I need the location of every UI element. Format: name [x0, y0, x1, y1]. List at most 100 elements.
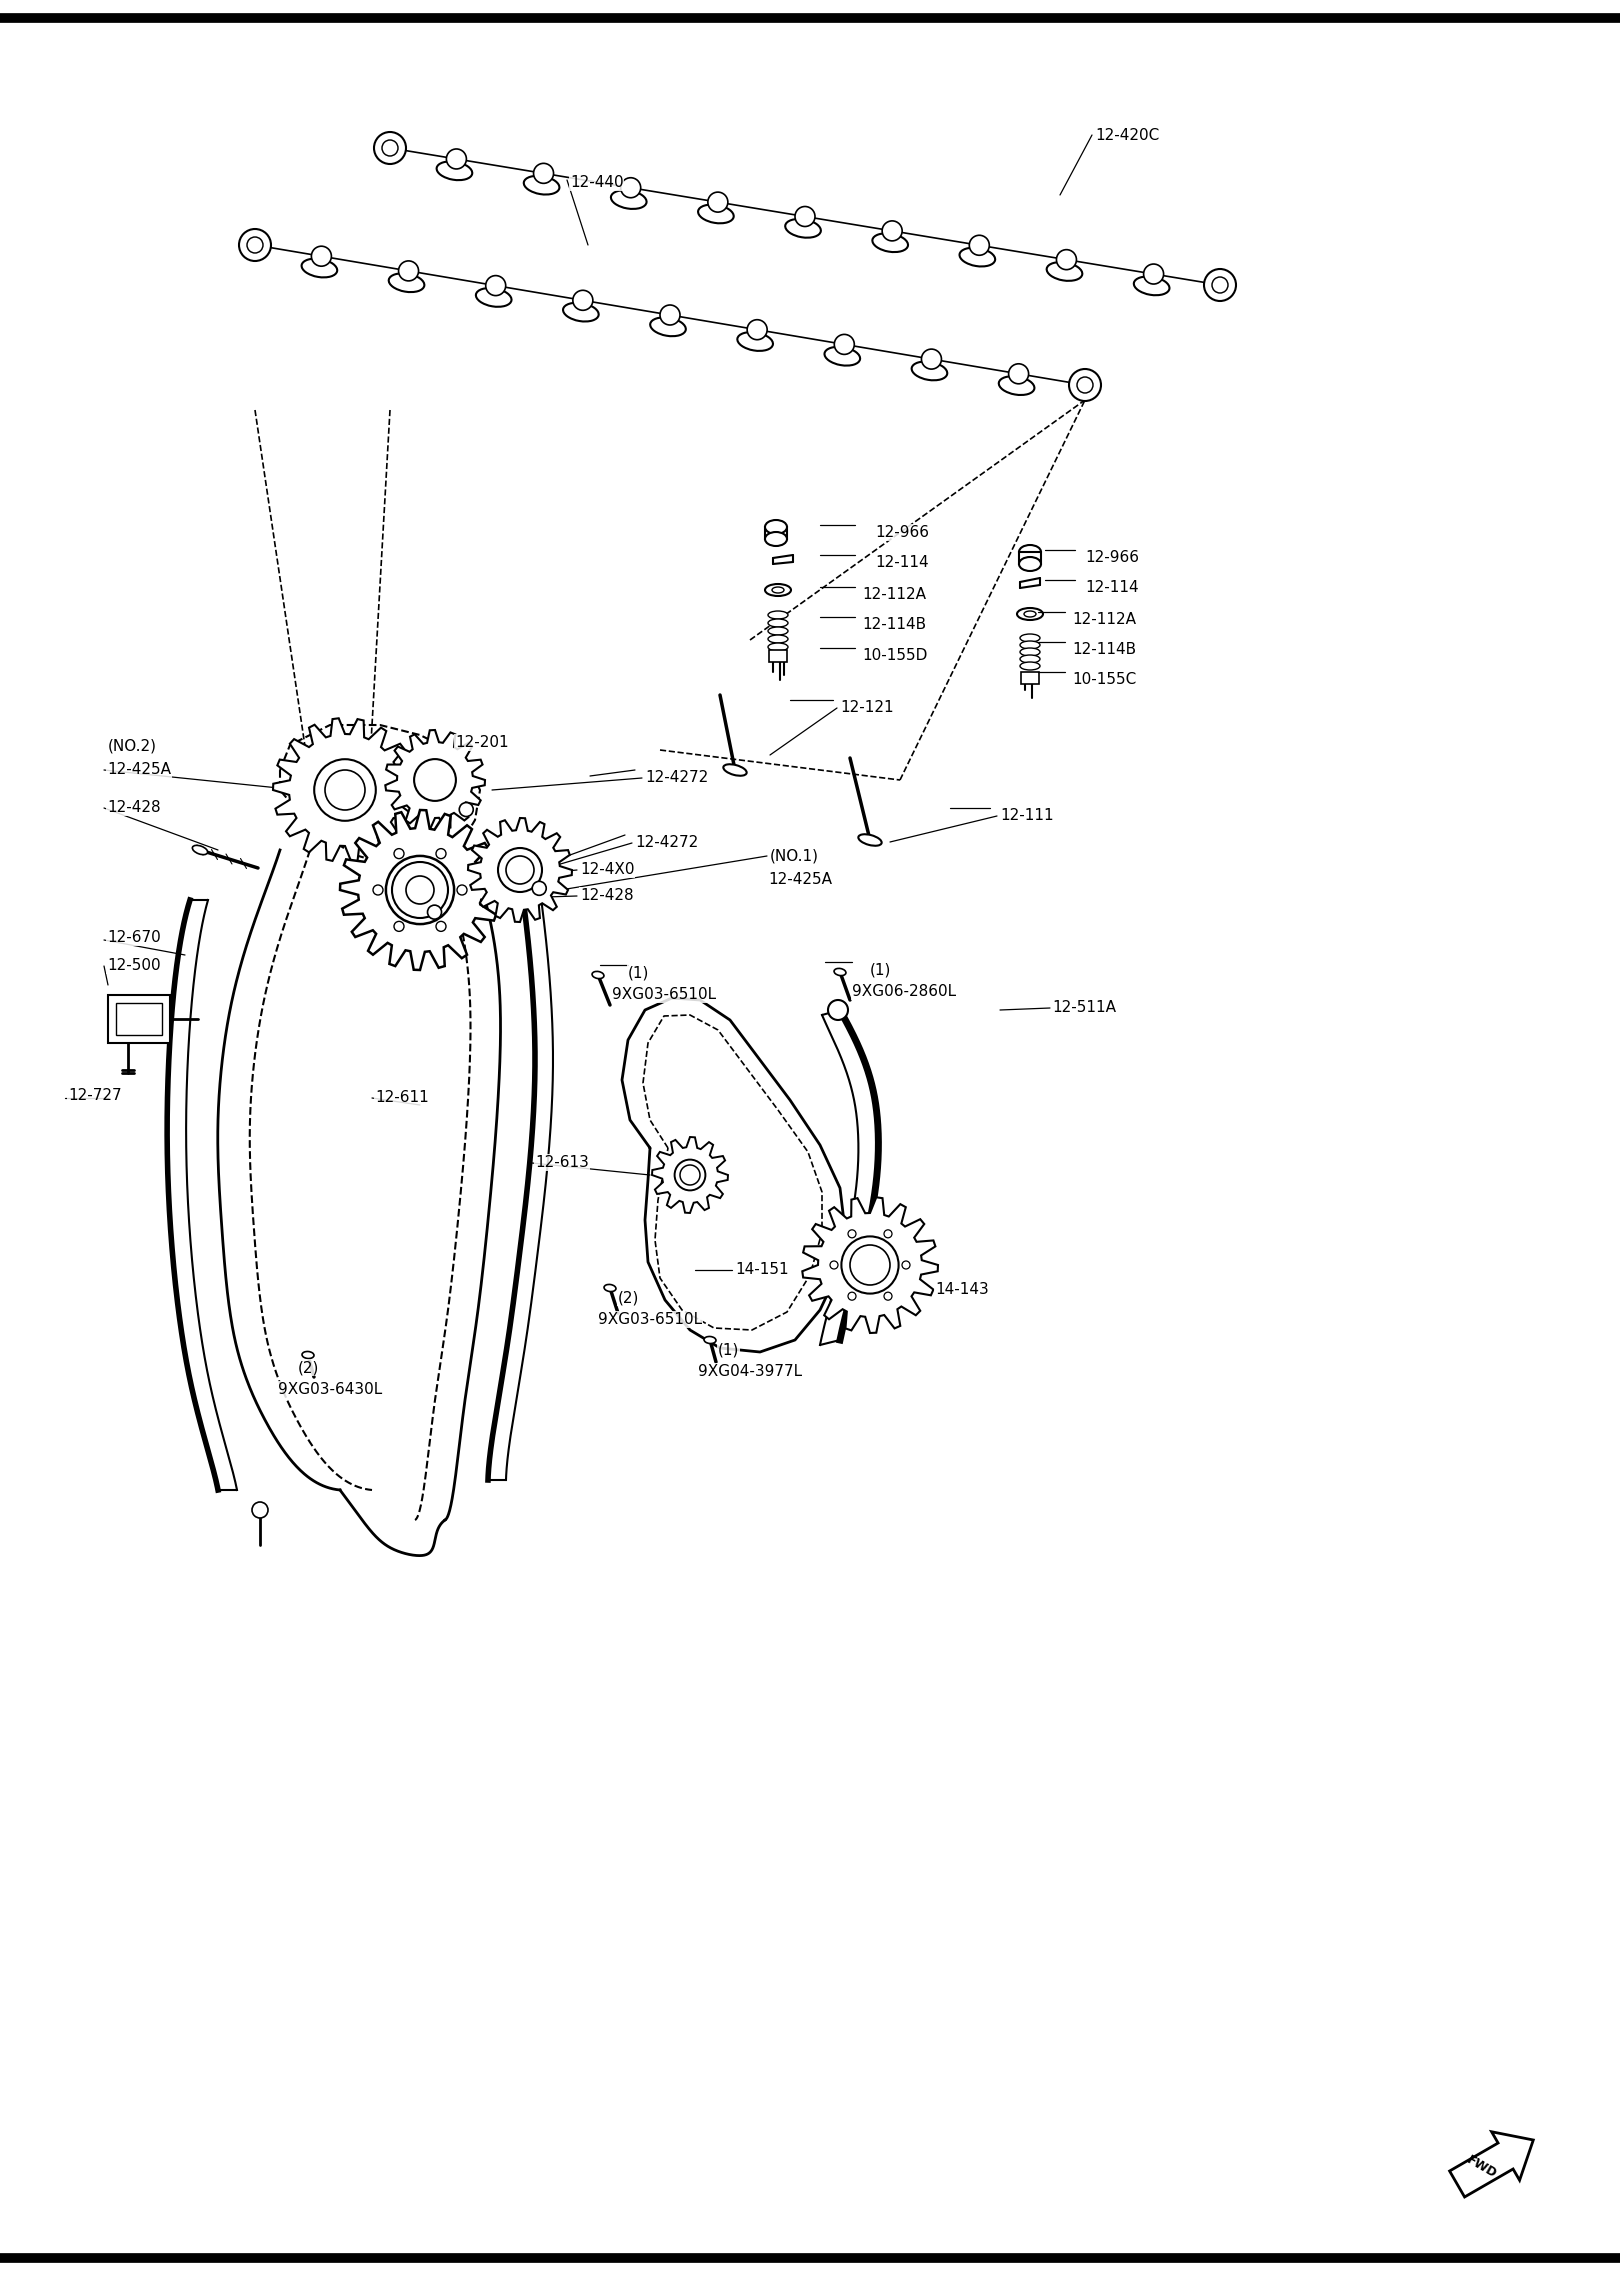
Circle shape — [795, 207, 815, 228]
Text: 12-500: 12-500 — [107, 958, 160, 974]
Text: 12-511A: 12-511A — [1051, 999, 1116, 1015]
Ellipse shape — [1021, 635, 1040, 642]
Ellipse shape — [389, 273, 424, 291]
Circle shape — [883, 221, 902, 241]
Circle shape — [573, 291, 593, 310]
Circle shape — [1144, 264, 1163, 284]
Ellipse shape — [1019, 558, 1042, 571]
Text: 12-4272: 12-4272 — [635, 835, 698, 849]
Circle shape — [497, 849, 543, 892]
Ellipse shape — [765, 585, 791, 596]
Circle shape — [447, 148, 467, 168]
Ellipse shape — [768, 644, 787, 651]
Circle shape — [620, 178, 640, 198]
Circle shape — [1077, 378, 1094, 394]
Ellipse shape — [1019, 544, 1042, 560]
Circle shape — [708, 191, 727, 212]
Text: (1): (1) — [870, 963, 891, 976]
Circle shape — [969, 234, 990, 255]
Bar — [117, 1004, 162, 1036]
Circle shape — [533, 881, 546, 894]
Ellipse shape — [768, 635, 787, 644]
Text: 14-143: 14-143 — [935, 1281, 988, 1297]
Circle shape — [392, 863, 449, 917]
Circle shape — [373, 885, 382, 894]
Text: 14-151: 14-151 — [735, 1261, 789, 1277]
Ellipse shape — [604, 1284, 616, 1290]
Circle shape — [747, 319, 768, 339]
Ellipse shape — [611, 191, 646, 209]
Text: 12-111: 12-111 — [1000, 808, 1053, 824]
Text: 12-121: 12-121 — [841, 701, 894, 715]
Text: 12-112A: 12-112A — [1072, 612, 1136, 626]
Text: (NO.2): (NO.2) — [109, 737, 157, 753]
Circle shape — [902, 1261, 910, 1270]
Circle shape — [314, 760, 376, 822]
Circle shape — [829, 1261, 838, 1270]
Text: 9XG06-2860L: 9XG06-2860L — [852, 983, 956, 999]
Ellipse shape — [825, 346, 860, 366]
Text: (1): (1) — [718, 1343, 739, 1356]
Text: FWD: FWD — [1464, 2153, 1500, 2180]
Ellipse shape — [773, 587, 784, 594]
Ellipse shape — [1000, 376, 1035, 396]
Bar — [770, 651, 787, 662]
Ellipse shape — [724, 765, 747, 776]
Circle shape — [834, 335, 854, 355]
Ellipse shape — [1017, 608, 1043, 619]
Text: 12-727: 12-727 — [68, 1088, 122, 1104]
Text: (2): (2) — [617, 1290, 640, 1304]
Text: 12-114: 12-114 — [875, 555, 928, 569]
Ellipse shape — [698, 205, 734, 223]
Circle shape — [1204, 269, 1236, 300]
Bar — [1021, 671, 1038, 685]
Text: 12-611: 12-611 — [374, 1090, 429, 1106]
Circle shape — [1212, 278, 1228, 294]
Circle shape — [1009, 364, 1029, 385]
Ellipse shape — [834, 967, 846, 976]
Circle shape — [850, 1245, 889, 1286]
Polygon shape — [1450, 2133, 1533, 2196]
Text: 12-420C: 12-420C — [1095, 127, 1160, 143]
Bar — [765, 528, 787, 539]
Circle shape — [246, 237, 262, 253]
Circle shape — [394, 849, 403, 858]
Text: 12-201: 12-201 — [455, 735, 509, 751]
Text: 12-428: 12-428 — [107, 799, 160, 815]
Circle shape — [841, 1236, 899, 1293]
Bar — [1019, 553, 1042, 564]
Circle shape — [885, 1229, 893, 1238]
Circle shape — [326, 769, 364, 810]
Circle shape — [374, 132, 407, 164]
Ellipse shape — [859, 835, 881, 847]
Text: 12-670: 12-670 — [107, 931, 160, 945]
Circle shape — [533, 164, 554, 184]
Circle shape — [399, 262, 418, 280]
Text: 12-613: 12-613 — [535, 1154, 590, 1170]
Ellipse shape — [768, 626, 787, 635]
Ellipse shape — [768, 619, 787, 626]
Bar — [109, 995, 170, 1042]
Ellipse shape — [476, 289, 512, 307]
Circle shape — [311, 246, 332, 266]
Circle shape — [394, 922, 403, 931]
Ellipse shape — [1021, 642, 1040, 649]
Text: 12-440: 12-440 — [570, 175, 624, 189]
Ellipse shape — [1134, 275, 1170, 296]
Ellipse shape — [1021, 655, 1040, 662]
Text: 9XG04-3977L: 9XG04-3977L — [698, 1363, 802, 1379]
Text: 12-112A: 12-112A — [862, 587, 927, 601]
Circle shape — [436, 849, 446, 858]
Circle shape — [240, 230, 271, 262]
Circle shape — [436, 922, 446, 931]
Circle shape — [674, 1158, 705, 1190]
Ellipse shape — [650, 316, 685, 337]
Text: 10-155D: 10-155D — [862, 649, 927, 662]
Ellipse shape — [786, 218, 821, 237]
Text: 9XG03-6510L: 9XG03-6510L — [612, 988, 716, 1001]
Ellipse shape — [768, 610, 787, 619]
Text: 12-425A: 12-425A — [768, 872, 833, 888]
Text: 12-4272: 12-4272 — [645, 769, 708, 785]
Ellipse shape — [301, 1352, 314, 1359]
Circle shape — [457, 885, 467, 894]
